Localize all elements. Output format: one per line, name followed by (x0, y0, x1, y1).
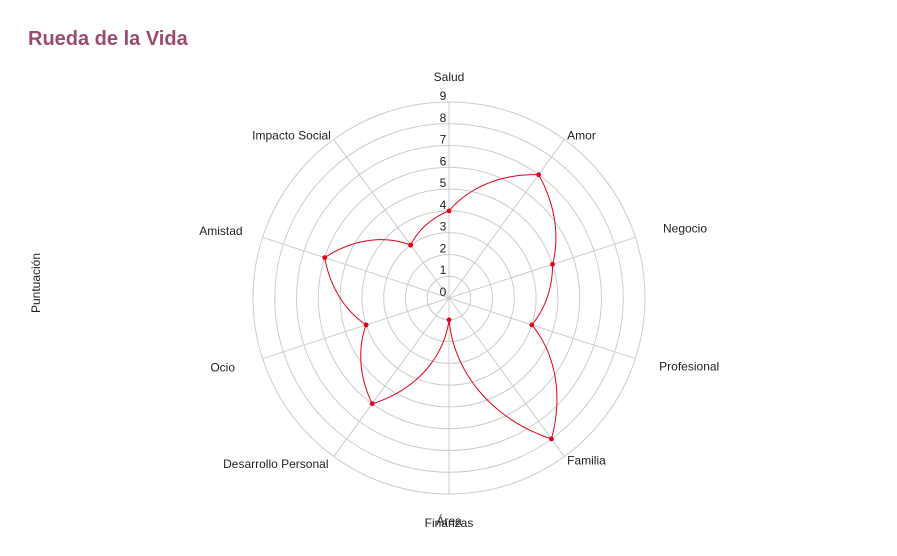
grid-spoke (448, 236, 636, 299)
data-point (369, 401, 375, 407)
data-point (550, 261, 555, 267)
data-point (446, 208, 452, 214)
radial-tick-label: 3 (440, 220, 447, 234)
category-label: Finanzas (425, 516, 474, 530)
radial-tick-label: 4 (440, 198, 447, 212)
category-label: Profesional (659, 359, 719, 373)
grid-spoke (262, 236, 450, 299)
radial-ticks: 0 1 2 3 4 5 6 7 8 9 (440, 89, 447, 299)
radial-tick-label: 5 (440, 176, 447, 190)
radial-tick-label: 1 (440, 263, 447, 277)
category-label: Desarrollo Personal (223, 457, 328, 471)
radial-tick-label: 0 (440, 285, 447, 299)
category-label: Amistad (199, 224, 242, 238)
data-point (529, 322, 535, 328)
data-point (408, 242, 413, 248)
grid-spoke (448, 139, 565, 299)
grid-spoke (333, 139, 450, 299)
grid-spoke (333, 297, 450, 457)
category-label: Familia (567, 454, 606, 468)
series (322, 172, 558, 442)
category-label: Ocio (210, 361, 235, 375)
radial-tick-label: 2 (440, 241, 447, 255)
data-point (322, 255, 328, 261)
data-point (363, 322, 369, 328)
grid-spoke (448, 297, 565, 457)
category-label: Negocio (663, 221, 707, 235)
spokes (262, 102, 636, 494)
category-label: Impacto Social (252, 128, 331, 142)
x-axis-label: Área (436, 513, 462, 528)
radial-tick-label: 9 (440, 89, 447, 103)
category-labels: Salud Amor Negocio Profesional Familia Finanz… (199, 70, 719, 530)
category-label: Salud (434, 70, 465, 84)
grid-spoke (262, 297, 450, 360)
radial-tick-label: 8 (440, 111, 447, 125)
radial-tick-label: 6 (440, 154, 447, 168)
chart-title: Rueda de la Vida (28, 28, 188, 50)
grid-spoke (448, 297, 636, 360)
data-point (549, 436, 554, 442)
data-point (446, 317, 452, 323)
category-label: Amor (567, 128, 596, 142)
data-point (536, 172, 542, 178)
radial-tick-label: 7 (440, 133, 447, 147)
